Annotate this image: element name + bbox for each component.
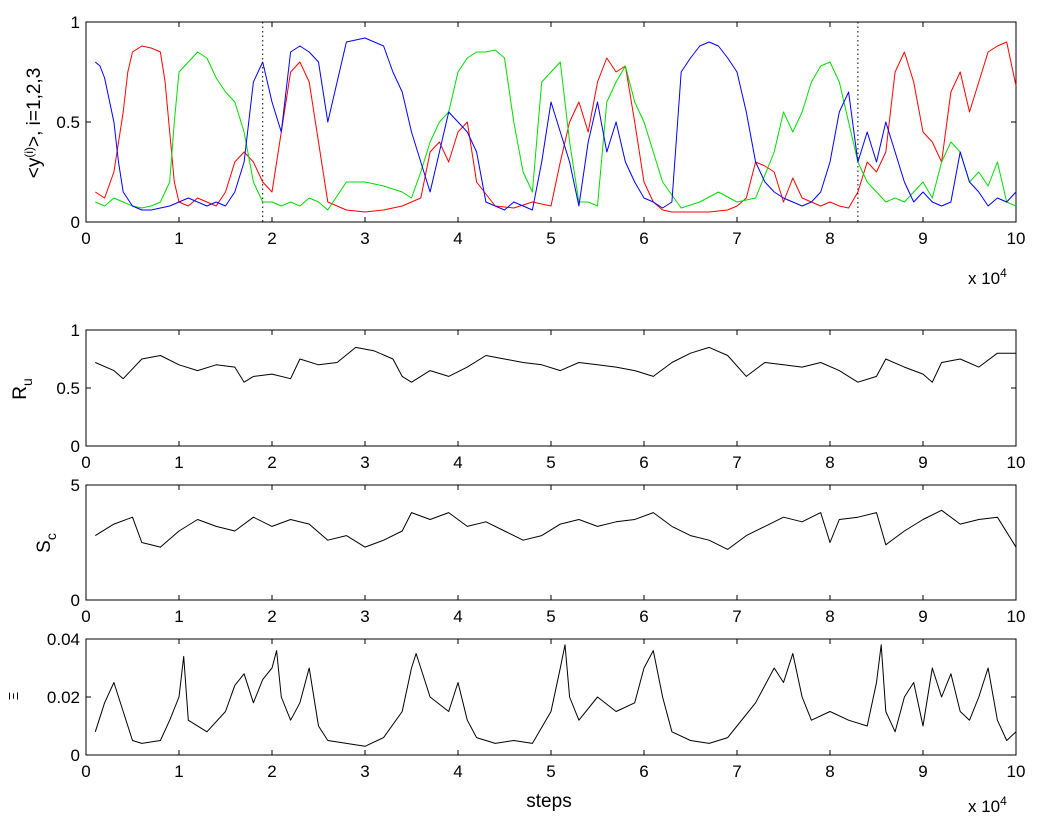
- panel-1-xtick-label: 2: [267, 453, 276, 472]
- panel-2-xtick-label: 1: [174, 607, 183, 626]
- panel-1-ylabel: Ru: [10, 378, 35, 400]
- panel-2-xtick-label: 8: [825, 607, 834, 626]
- panel-0-xtick-label: 3: [360, 229, 369, 248]
- panel-3-xlabel: steps: [526, 791, 571, 812]
- panel-0-x-exponent-power: 4: [1000, 266, 1007, 280]
- panel-3-xtick-label: 1: [174, 762, 183, 781]
- panel-0-ytick-label: 0.5: [56, 113, 80, 132]
- panel-3-xtick-label: 10: [1007, 762, 1026, 781]
- panel-2-xtick-label: 10: [1007, 607, 1026, 626]
- panel-3-ytick-label: 0: [71, 746, 80, 765]
- panel-0-xtick-label: 9: [918, 229, 927, 248]
- panel-1-xtick-label: 9: [918, 453, 927, 472]
- panel-2-xtick-label: 5: [546, 607, 555, 626]
- panel-3-ylabel: Ξ: [6, 692, 21, 700]
- panel-0-ytick-label: 1: [71, 13, 80, 32]
- panel-0-ylabel: <y(i)>, i=1,2,3: [22, 68, 45, 179]
- panel-2-xtick-label: 6: [639, 607, 648, 626]
- panel-2-xtick-label: 0: [81, 607, 90, 626]
- panel-0-ylabel-main: <y: [24, 157, 45, 178]
- panel-3-x-exponent: x 104: [968, 794, 1007, 816]
- panel-2-xtick-label: 3: [360, 607, 369, 626]
- panel-3-xtick-label: 8: [825, 762, 834, 781]
- panel-1-xtick-label: 7: [732, 453, 741, 472]
- panel-1-xtick-label: 6: [639, 453, 648, 472]
- panel-2-ytick-label: 5: [71, 476, 80, 495]
- panel-1-ylabel-sub: u: [19, 378, 35, 386]
- panel-2-xtick-label: 2: [267, 607, 276, 626]
- panel-0-xtick-label: 7: [732, 229, 741, 248]
- panel-3-ytick-label: 0.04: [47, 630, 80, 649]
- panel-3-xtick-label: 5: [546, 762, 555, 781]
- panel-3-xtick-label: 0: [81, 762, 90, 781]
- panel-3-xtick-label: 9: [918, 762, 927, 781]
- panel-0-xtick-label: 4: [453, 229, 462, 248]
- panel-1-xtick-label: 1: [174, 453, 183, 472]
- panel-0-xtick-label: 8: [825, 229, 834, 248]
- panel-2-ylabel-main: S: [34, 540, 55, 553]
- panel-1-xtick-label: 3: [360, 453, 369, 472]
- panel-0-x-exponent: x 104: [968, 266, 1007, 288]
- panel-1-ytick-label: 0: [71, 437, 80, 456]
- panel-2-xtick-label: 4: [453, 607, 462, 626]
- panel-0-ylabel-sup: (i): [22, 147, 36, 158]
- panel-2-ytick-label: 0: [71, 591, 80, 610]
- panel-1-xtick-label: 5: [546, 453, 555, 472]
- panel-3-xtick-label: 2: [267, 762, 276, 781]
- panel-1-ytick-label: 0.5: [56, 379, 80, 398]
- panel-3-xtick-label: 7: [732, 762, 741, 781]
- panel-3-xtick-label: 4: [453, 762, 462, 781]
- panel-1-series-0-line: [95, 346, 1016, 383]
- panel-0-x-exponent-base: x 10: [968, 269, 1000, 288]
- panel-3-series-0-line: [94, 644, 1017, 747]
- panel-3-xtick-label: 3: [360, 762, 369, 781]
- panel-0-ylabel-rest: >, i=1,2,3: [24, 68, 45, 147]
- panel-1-ylabel-main: R: [10, 386, 31, 400]
- panel-3-x-exponent-base: x 10: [968, 797, 1000, 816]
- panel-1-ytick-label: 1: [71, 321, 80, 340]
- panel-0-xtick-label: 2: [267, 229, 276, 248]
- panel-0-xtick-label: 0: [81, 229, 90, 248]
- panel-2-ylabel: Sc: [34, 533, 59, 553]
- panel-2-xtick-label: 7: [732, 607, 741, 626]
- panel-0-xtick-label: 1: [174, 229, 183, 248]
- panel-1-xtick-label: 4: [453, 453, 462, 472]
- panel-0-series-1-line: [95, 49, 1017, 211]
- panel-2-series-0-line: [95, 509, 1017, 550]
- panel-1-xtick-label: 0: [81, 453, 90, 472]
- panel-0-xtick-label: 6: [639, 229, 648, 248]
- panel-1-xtick-label: 8: [825, 453, 834, 472]
- panel-3-ytick-label: 0.02: [47, 688, 80, 707]
- panel-sc: Sc 0 1 2 3 4 5 6 7 8 9 10 0 5: [34, 476, 1025, 626]
- panel-0-xtick-label: 10: [1007, 229, 1026, 248]
- panel-0-xtick-label: 5: [546, 229, 555, 248]
- panel-2-ylabel-sub: c: [43, 533, 59, 540]
- panel-1-xtick-label: 10: [1007, 453, 1026, 472]
- panel-3-xtick-label: 6: [639, 762, 648, 781]
- panel-ru: Ru 0 1 2 3 4 5 6 7 8 9 10 0 0.5 1: [10, 321, 1025, 472]
- panel-0-series-2-line: [94, 37, 1017, 211]
- panel-2-xtick-label: 9: [918, 607, 927, 626]
- panel-0-series-0-line: [95, 41, 1017, 213]
- panel-3-x-exponent-power: 4: [1000, 794, 1007, 808]
- panel-0-ytick-label: 0: [71, 213, 80, 232]
